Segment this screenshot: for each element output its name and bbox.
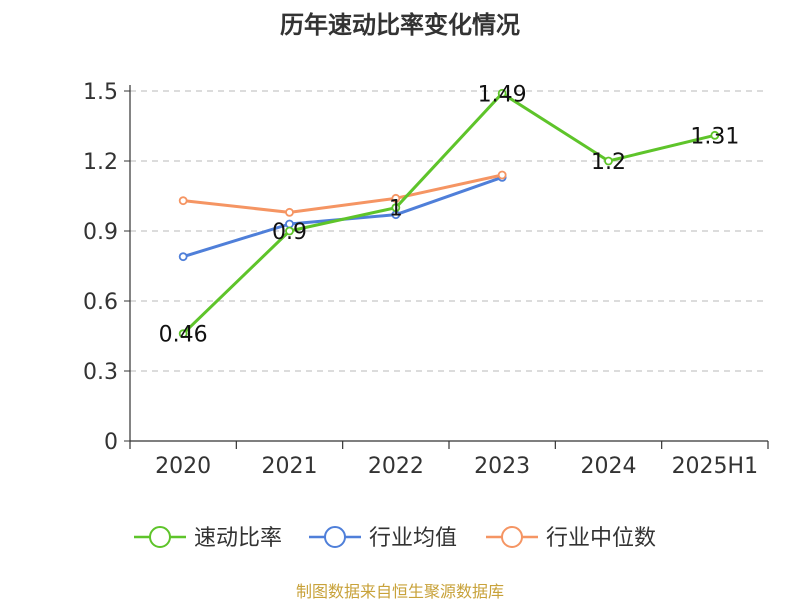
data-point <box>178 252 188 262</box>
y-tick-label: 0 <box>104 430 118 455</box>
legend-label: 行业均值 <box>369 526 457 551</box>
data-label: 1.49 <box>478 82 527 107</box>
legend-marker <box>149 526 171 548</box>
data-point <box>391 203 401 213</box>
chart-title: 历年速动比率变化情况 <box>280 11 520 39</box>
series-line <box>182 91 716 335</box>
data-point <box>497 170 507 180</box>
legend[interactable]: 速动比率 行业均值 行业中位数 <box>134 526 656 551</box>
series-line <box>183 173 503 214</box>
data-point <box>604 156 613 166</box>
data-point <box>497 88 507 98</box>
y-tick-label: 1.5 <box>83 80 118 105</box>
x-tick-label: 2025H1 <box>672 454 759 479</box>
y-tick-label: 0.9 <box>83 220 118 245</box>
data-labels: 0.46 0.9 1 1.49 1.2 1.31 <box>159 82 740 347</box>
x-tick-label: 2021 <box>262 454 318 479</box>
data-point <box>391 193 401 203</box>
legend-item[interactable]: 速动比率 <box>134 526 282 551</box>
y-tick-label: 1.2 <box>83 150 118 175</box>
x-tick-label: 2024 <box>581 454 637 479</box>
data-point <box>285 226 294 236</box>
data-point <box>178 196 188 206</box>
legend-item[interactable]: 行业均值 <box>309 526 457 551</box>
y-tick-label: 0.6 <box>83 290 118 315</box>
grid-lines <box>130 90 768 372</box>
data-point <box>178 329 188 339</box>
x-tick-label: 2023 <box>474 454 530 479</box>
series-line <box>182 175 503 259</box>
x-tick-label: 2022 <box>368 454 424 479</box>
data-label: 0.9 <box>272 220 307 245</box>
legend-label: 速动比率 <box>194 526 282 551</box>
data-point <box>285 207 294 217</box>
data-label: 1.31 <box>690 124 739 149</box>
axes: 0 0.3 0.6 0.9 1.2 1.5 2020 2021 2022 2023 2024 2025… <box>83 80 769 479</box>
source-note: 制图数据来自恒生聚源数据库 <box>295 582 504 601</box>
legend-label: 行业中位数 <box>546 526 656 551</box>
series-lines <box>178 88 720 339</box>
data-label: 1 <box>389 197 403 222</box>
data-label: 0.46 <box>159 323 208 348</box>
legend-marker <box>501 526 523 548</box>
x-tick-label: 2020 <box>155 454 211 479</box>
data-label: 1.2 <box>591 150 626 175</box>
y-tick-label: 0.3 <box>83 360 118 385</box>
legend-item[interactable]: 行业中位数 <box>486 526 656 551</box>
data-point <box>710 130 720 140</box>
legend-marker <box>324 526 346 548</box>
